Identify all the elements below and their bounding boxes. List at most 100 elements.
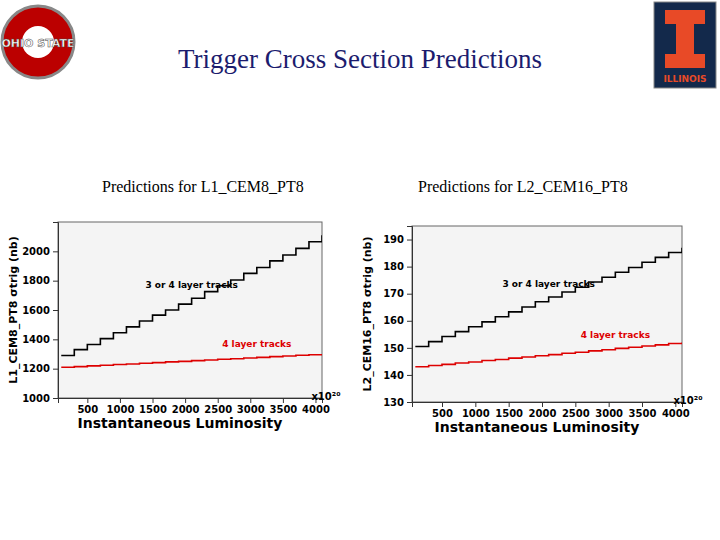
x-axis-unit: x10²⁰: [673, 395, 702, 406]
axis-line: [407, 227, 413, 403]
tick: 2000: [22, 246, 58, 257]
axis-line: [413, 403, 683, 408]
tick-label: 140: [383, 370, 404, 381]
tick-label: 180: [383, 261, 404, 272]
series-label: 3 or 4 layer tracks: [502, 279, 594, 289]
series-line: [415, 248, 682, 347]
tick-mark: [609, 402, 610, 407]
plot-area: [61, 235, 322, 367]
tick-label: 4000: [662, 408, 690, 419]
x-axis: 500 1000 1500 2000 2500 3000 3500 4000: [59, 398, 330, 415]
tick-mark: [53, 398, 58, 399]
tick: 170: [383, 288, 412, 299]
logo-text: OHIO STATE: [1, 37, 74, 50]
tick: 1800: [22, 275, 58, 286]
chart-title: Predictions for L1_CEM8_PT8: [102, 178, 304, 195]
tick: 3500: [629, 402, 657, 419]
tick-label: 3500: [269, 404, 297, 415]
plot-frame: [412, 226, 682, 402]
tick-label: 3000: [237, 404, 265, 415]
tick: 1000: [462, 402, 490, 419]
y-axis: 130 140 150 160 170 180 190: [383, 227, 412, 408]
tick-label: 3500: [629, 408, 657, 419]
tick-label: 1000: [462, 408, 490, 419]
axis-line: [59, 399, 323, 404]
tick-label: 1200: [22, 363, 50, 374]
series-label: 4 layer tracks: [222, 339, 291, 349]
tick-mark: [185, 398, 186, 403]
tick-mark: [407, 402, 412, 403]
tick-label: 1400: [22, 334, 50, 345]
plot-frame: [58, 222, 322, 398]
tick: 1600: [22, 305, 58, 316]
tick: 2000: [529, 402, 557, 419]
tick-label: 500: [432, 408, 453, 419]
tick-mark: [53, 310, 58, 311]
tick: 1500: [139, 398, 167, 415]
tick-label: 190: [383, 234, 404, 245]
tick: 150: [383, 343, 412, 354]
tick-mark: [283, 398, 284, 403]
tick-mark: [442, 402, 443, 407]
tick-label: 500: [77, 404, 98, 415]
tick-label: 1500: [139, 404, 167, 415]
tick: 500: [77, 398, 98, 415]
slide-title: Trigger Cross Section Predictions: [178, 44, 542, 74]
tick-label: 150: [383, 343, 404, 354]
logo-text: ILLINOIS: [663, 74, 706, 84]
tick: 140: [383, 370, 412, 381]
tick-mark: [53, 251, 58, 252]
tick-mark: [542, 402, 543, 407]
tick-label: 130: [383, 397, 404, 408]
tick-label: 2500: [204, 404, 232, 415]
plot-area: [415, 248, 682, 367]
tick-mark: [250, 398, 251, 403]
tick-label: 160: [383, 315, 404, 326]
series-label: 3 or 4 layer tracks: [145, 280, 237, 290]
tick-label: 1500: [495, 408, 523, 419]
tick-label: 1800: [22, 275, 50, 286]
tick-mark: [120, 398, 121, 403]
tick: 500: [432, 402, 453, 419]
tick: 1000: [107, 398, 135, 415]
tick: 180: [383, 261, 412, 272]
x-axis-unit: x10²⁰: [311, 391, 340, 402]
tick: 2000: [172, 398, 200, 415]
tick-label: 4000: [302, 404, 330, 415]
logo-shape: [665, 10, 705, 68]
tick: 1200: [22, 363, 58, 374]
tick-label: 2000: [172, 404, 200, 415]
series-label: 4 layer tracks: [581, 330, 650, 340]
tick-mark: [475, 402, 476, 407]
series-line: [415, 342, 682, 366]
tick-mark: [53, 339, 58, 340]
x-axis-label: Instantaneous Luminosity: [435, 419, 640, 435]
tick-mark: [218, 398, 219, 403]
slide: Trigger Cross Section Predictions OHIO ST…: [0, 0, 720, 540]
tick-mark: [407, 348, 412, 349]
background: [0, 0, 720, 540]
chart: Predictions for L2_CEM16_PT8 500 1000 1500 2…: [361, 178, 703, 435]
logo-ohio-state: OHIO STATE: [1, 6, 74, 78]
tick-mark: [407, 240, 412, 241]
tick-label: 1000: [107, 404, 135, 415]
tick-mark: [407, 321, 412, 322]
y-axis-label: L2_CEM16_PT8 σtrig (nb): [361, 236, 374, 391]
tick-label: 1000: [22, 393, 50, 404]
y-axis: 1000 1200 1400 1600 1800 2000: [22, 223, 58, 404]
tick-mark: [575, 402, 576, 407]
tick-label: 2000: [22, 246, 50, 257]
tick: 1400: [22, 334, 58, 345]
tick-mark: [407, 267, 412, 268]
tick-mark: [509, 402, 510, 407]
x-axis-label: Instantaneous Luminosity: [78, 415, 283, 431]
tick-mark: [407, 294, 412, 295]
chart-title: Predictions for L2_CEM16_PT8: [418, 178, 628, 195]
tick: 190: [383, 234, 412, 245]
x-axis: 5001000150020002500300035004000: [413, 402, 690, 419]
tick-label: 3000: [595, 408, 623, 419]
tick-label: 2000: [529, 408, 557, 419]
tick: 130: [383, 397, 412, 408]
axis-line: [53, 223, 59, 399]
logo-shape: [654, 2, 716, 88]
